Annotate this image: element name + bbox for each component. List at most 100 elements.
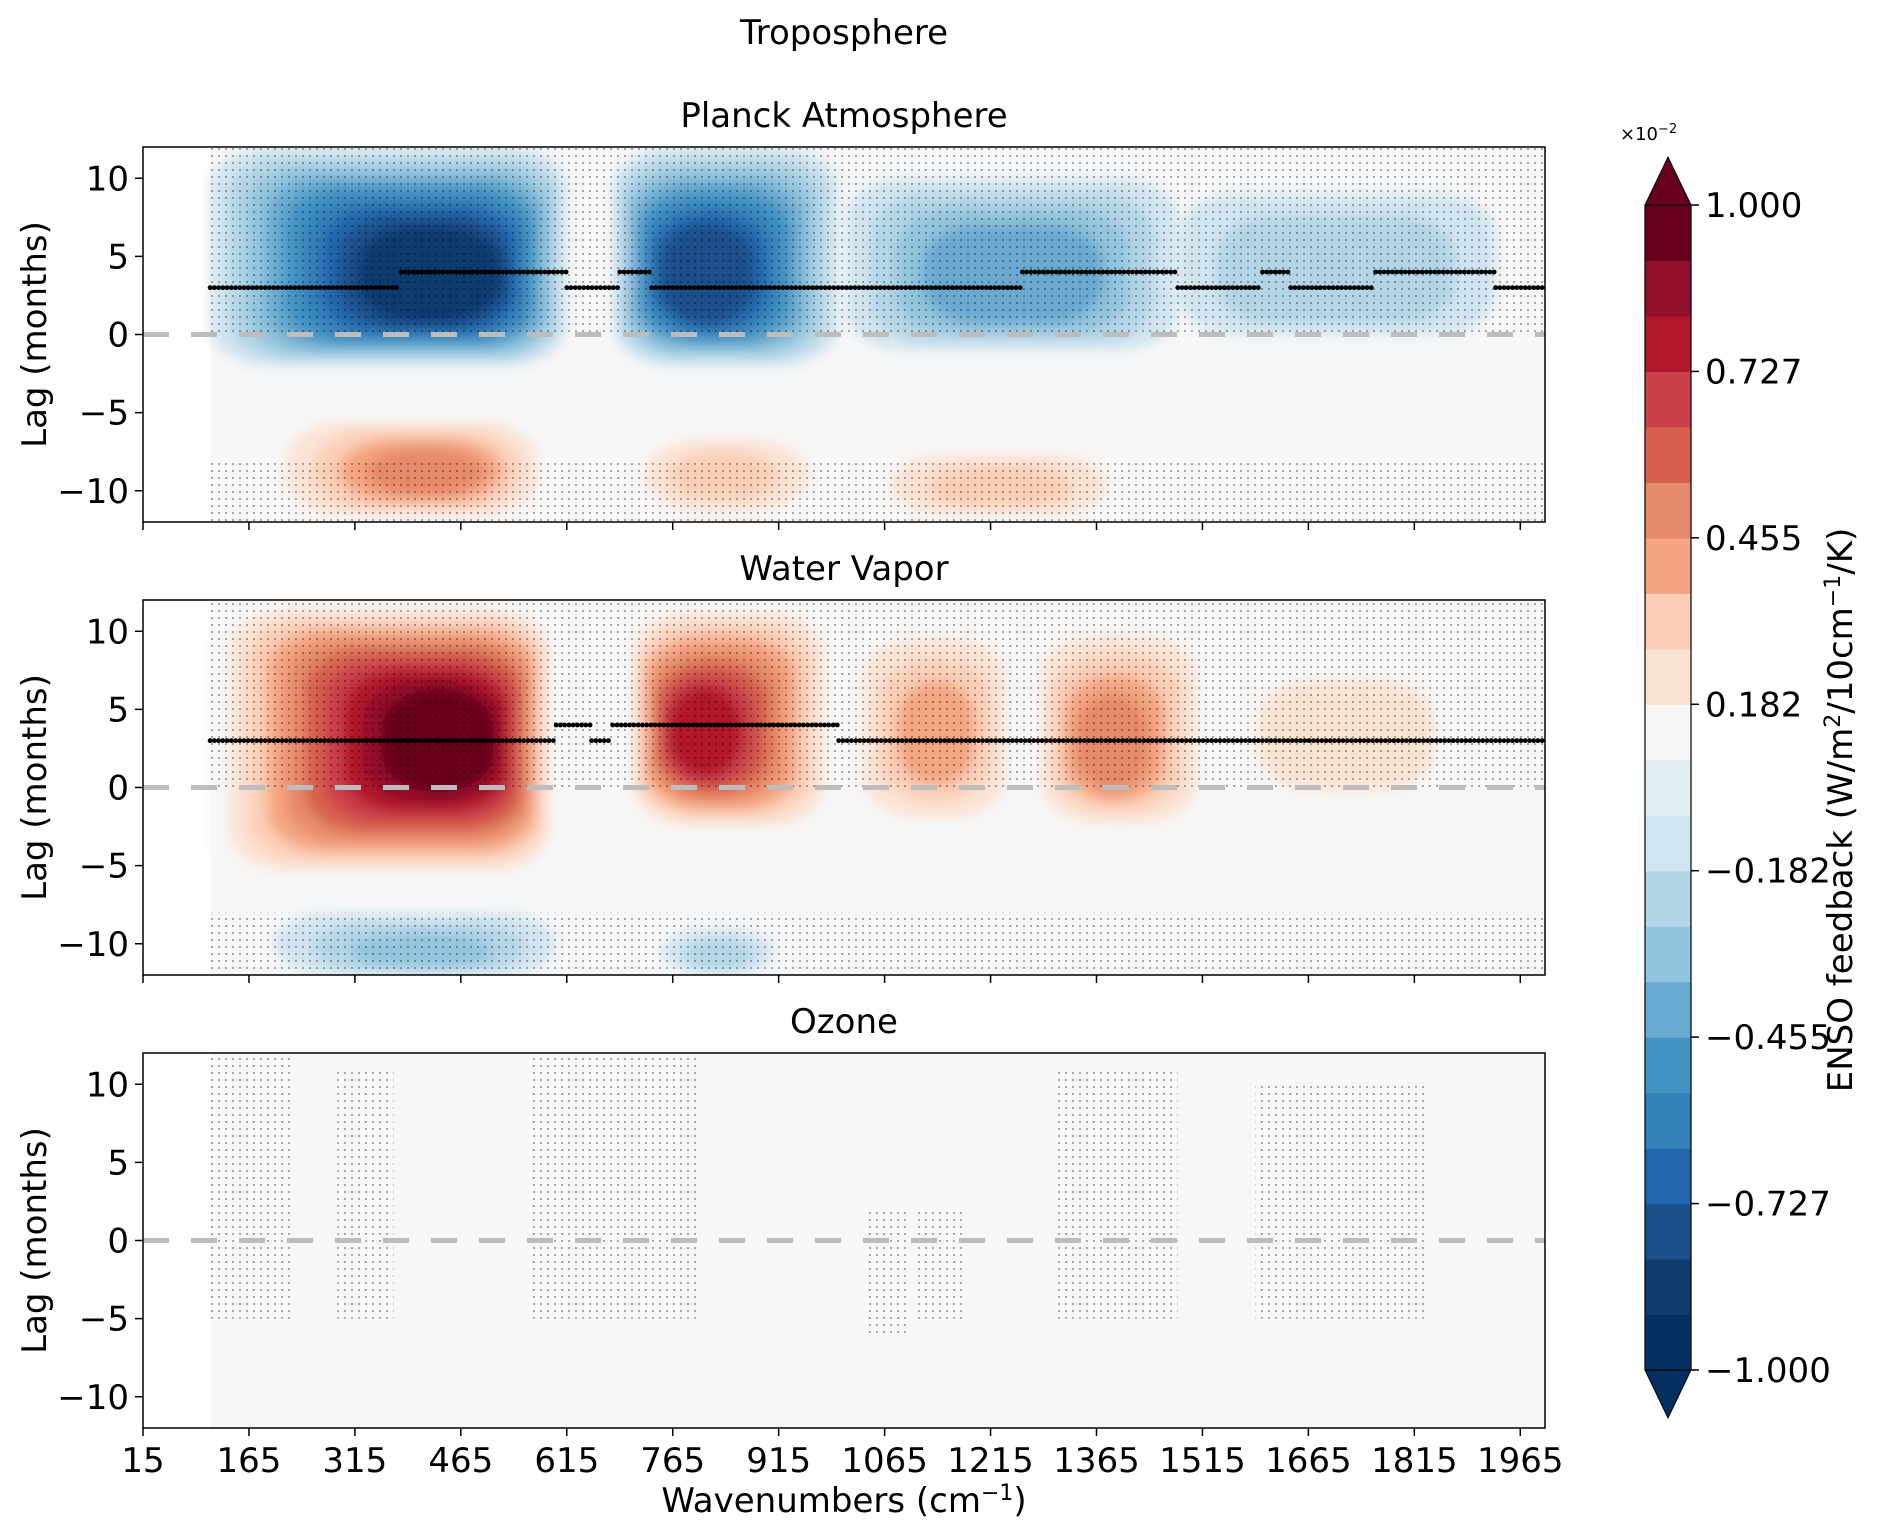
max-lag-point (801, 285, 807, 291)
max-lag-point (1353, 738, 1359, 744)
x-tick-label: 165 (216, 1441, 281, 1481)
max-lag-point (1518, 738, 1524, 744)
max-lag-point (1268, 269, 1274, 275)
max-lag-point (1111, 738, 1117, 744)
max-lag-point (800, 722, 806, 728)
max-lag-point (750, 285, 756, 291)
max-lag-point (691, 285, 697, 291)
max-lag-point (542, 738, 548, 744)
max-lag-point (1226, 285, 1231, 291)
colorbar-segment (1645, 1148, 1691, 1205)
significance-stipple (210, 600, 1545, 788)
max-lag-point (1391, 738, 1397, 744)
x-tick-label: 15 (121, 1441, 164, 1481)
max-lag-point (521, 269, 527, 275)
max-lag-point (394, 285, 399, 291)
max-lag-point (445, 269, 450, 275)
max-lag-point (750, 722, 755, 728)
max-lag-point (1416, 738, 1422, 744)
max-lag-point (1162, 738, 1168, 744)
max-lag-point (1319, 738, 1325, 744)
max-lag-point (916, 738, 922, 744)
colorbar-segment (1645, 1259, 1691, 1316)
max-lag-point (487, 269, 493, 275)
max-lag-point (491, 269, 497, 275)
max-lag-point (1164, 269, 1169, 275)
max-lag-point (1483, 269, 1489, 275)
max-lag-point (673, 722, 679, 728)
max-lag-point (976, 738, 981, 744)
max-lag-point (644, 722, 649, 728)
max-lag-point (836, 738, 842, 744)
max-lag-point (1079, 269, 1085, 275)
max-lag-point (1309, 285, 1315, 291)
colorbar-segment (1645, 205, 1691, 262)
max-lag-point (911, 285, 917, 291)
max-lag-point (1438, 738, 1443, 744)
max-lag-point (1411, 269, 1417, 275)
max-lag-point (517, 269, 522, 275)
max-lag-point (1147, 269, 1152, 275)
max-lag-point (377, 285, 383, 291)
max-lag-point (1455, 738, 1460, 744)
max-lag-point (878, 738, 884, 744)
max-lag-point (1332, 738, 1337, 744)
max-lag-point (1366, 738, 1371, 744)
max-lag-point (453, 269, 459, 275)
max-lag-point (377, 738, 383, 744)
max-lag-point (305, 738, 310, 744)
max-lag-point (1175, 285, 1181, 291)
max-lag-point (716, 285, 722, 291)
max-lag-point (856, 285, 862, 291)
max-lag-point (818, 285, 824, 291)
max-lag-point (849, 738, 854, 744)
max-lag-point (1217, 738, 1223, 744)
max-lag-point (1226, 738, 1231, 744)
significance-stipple (210, 147, 1545, 335)
max-lag-point (844, 285, 849, 291)
max-lag-point (1179, 285, 1185, 291)
max-lag-point (648, 722, 654, 728)
max-lag-point (954, 738, 960, 744)
max-lag-point (1387, 738, 1393, 744)
max-lag-point (1493, 285, 1498, 291)
max-lag-point (241, 285, 247, 291)
max-lag-point (504, 269, 510, 275)
max-lag-point (690, 722, 696, 728)
max-lag-point (1155, 269, 1161, 275)
colorbar-segment (1645, 870, 1691, 927)
max-lag-point (610, 722, 616, 728)
max-lag-point (870, 738, 876, 744)
max-lag-point (1049, 269, 1055, 275)
max-lag-point (1043, 738, 1049, 744)
max-lag-point (1277, 269, 1282, 275)
max-lag-point (1053, 269, 1059, 275)
max-lag-point (742, 285, 748, 291)
max-lag-point (1234, 738, 1240, 744)
max-lag-point (894, 285, 900, 291)
max-lag-point (656, 722, 662, 728)
max-lag-point (638, 269, 644, 275)
figure-title: Troposphere (739, 13, 948, 53)
x-tick-label: 1215 (947, 1441, 1034, 1481)
max-lag-point (1425, 738, 1431, 744)
y-tick-label: −5 (79, 847, 129, 887)
max-lag-point (929, 738, 935, 744)
max-lag-point (630, 269, 635, 275)
max-lag-point (546, 738, 552, 744)
max-lag-point (1013, 285, 1019, 291)
max-lag-point (466, 269, 472, 275)
max-lag-point (1459, 738, 1465, 744)
max-lag-point (980, 738, 986, 744)
max-lag-point (1145, 738, 1151, 744)
max-lag-point (1518, 285, 1524, 291)
colorbar-segment (1645, 537, 1691, 594)
max-lag-point (1497, 738, 1503, 744)
max-lag-point (529, 269, 535, 275)
colorbar-label: ENSO feedback (W/m2/10cm−1/K) (1821, 528, 1862, 1093)
max-lag-point (495, 269, 501, 275)
max-lag-point (826, 722, 832, 728)
max-lag-point (984, 738, 990, 744)
max-lag-point (411, 738, 416, 744)
max-lag-point (724, 722, 730, 728)
